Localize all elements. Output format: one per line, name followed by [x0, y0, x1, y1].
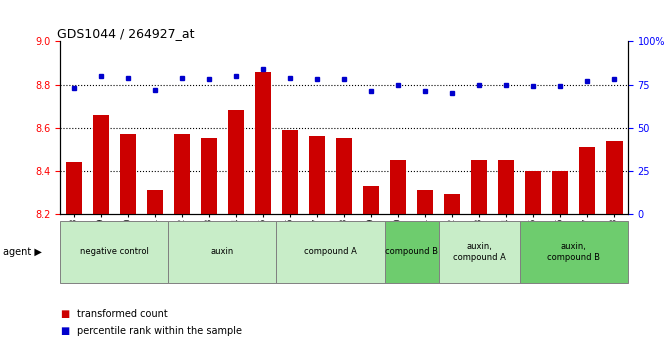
Text: percentile rank within the sample: percentile rank within the sample [77, 326, 242, 336]
Bar [607, 140, 623, 214]
Bar [385, 221, 439, 283]
Bar [309, 136, 325, 214]
Text: ■: ■ [60, 326, 69, 336]
Bar [120, 134, 136, 214]
Bar [498, 160, 514, 214]
Bar [471, 160, 488, 214]
Bar [520, 221, 628, 283]
Text: compound A: compound A [304, 247, 357, 256]
Bar [277, 221, 385, 283]
Bar [60, 221, 168, 283]
Bar [579, 147, 595, 214]
Bar [228, 110, 244, 214]
Bar [168, 221, 277, 283]
Bar [444, 195, 460, 214]
Text: agent ▶: agent ▶ [3, 247, 42, 257]
Text: transformed count: transformed count [77, 309, 168, 319]
Bar [200, 138, 217, 214]
Bar [417, 190, 434, 214]
Bar [525, 171, 541, 214]
Bar [255, 71, 271, 214]
Bar [174, 134, 190, 214]
Bar [363, 186, 379, 214]
Bar [93, 115, 109, 214]
Bar [390, 160, 406, 214]
Bar [336, 138, 352, 214]
Bar [552, 171, 568, 214]
Bar [282, 130, 298, 214]
Bar [65, 162, 81, 214]
Text: negative control: negative control [79, 247, 149, 256]
Text: auxin,
compound B: auxin, compound B [547, 242, 601, 262]
Bar [439, 221, 520, 283]
Text: auxin: auxin [210, 247, 234, 256]
Text: auxin,
compound A: auxin, compound A [453, 242, 506, 262]
Text: GDS1044 / 264927_at: GDS1044 / 264927_at [57, 27, 195, 40]
Text: ■: ■ [60, 309, 69, 319]
Bar [147, 190, 163, 214]
Text: compound B: compound B [385, 247, 438, 256]
